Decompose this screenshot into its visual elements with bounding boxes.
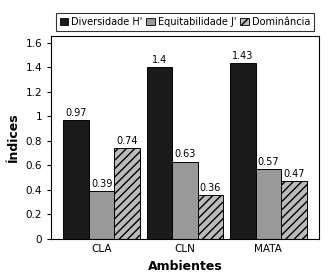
Text: 0.74: 0.74 — [116, 136, 138, 146]
Text: 0.47: 0.47 — [283, 169, 305, 179]
Bar — [198, 195, 223, 239]
Bar — [256, 169, 281, 239]
Bar — [281, 181, 307, 239]
Text: 0.97: 0.97 — [65, 108, 87, 118]
Bar — [172, 162, 198, 239]
Legend: Diversidade H', Equitabilidade J', Dominância: Diversidade H', Equitabilidade J', Domin… — [56, 13, 314, 31]
Text: 1.4: 1.4 — [152, 55, 167, 65]
Bar — [147, 67, 172, 239]
Text: 0.39: 0.39 — [91, 179, 112, 189]
Text: 0.36: 0.36 — [200, 183, 221, 193]
Bar — [89, 191, 114, 239]
Bar — [230, 63, 256, 239]
Y-axis label: Índices: Índices — [7, 113, 20, 162]
Text: 0.63: 0.63 — [174, 150, 196, 159]
Text: 1.43: 1.43 — [232, 51, 254, 61]
Bar — [114, 148, 140, 239]
Bar — [63, 120, 89, 239]
Text: 0.57: 0.57 — [257, 157, 279, 167]
X-axis label: Ambientes: Ambientes — [148, 260, 222, 273]
